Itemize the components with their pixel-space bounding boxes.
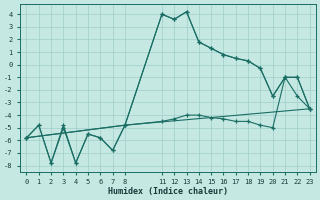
X-axis label: Humidex (Indice chaleur): Humidex (Indice chaleur): [108, 187, 228, 196]
